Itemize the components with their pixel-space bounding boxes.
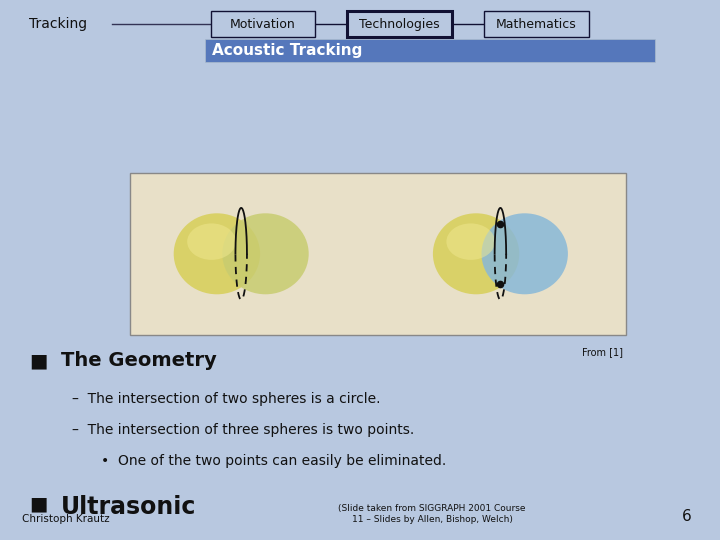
Ellipse shape: [482, 213, 568, 294]
Ellipse shape: [222, 213, 309, 294]
Text: Technologies: Technologies: [359, 18, 440, 31]
Ellipse shape: [174, 213, 260, 294]
Text: Ultrasonic: Ultrasonic: [61, 495, 197, 518]
Text: Tracking: Tracking: [29, 17, 87, 31]
Ellipse shape: [187, 224, 236, 260]
Bar: [205, 39, 655, 62]
Text: •  One of the two points can easily be eliminated.: • One of the two points can easily be el…: [101, 454, 446, 468]
Text: Mathematics: Mathematics: [496, 18, 577, 31]
Bar: [130, 173, 626, 335]
Ellipse shape: [446, 224, 495, 260]
Ellipse shape: [433, 213, 519, 294]
Text: ■: ■: [29, 495, 48, 514]
Bar: [348, 11, 452, 37]
Text: 6: 6: [681, 509, 691, 524]
Text: Motivation: Motivation: [230, 18, 296, 31]
Text: Acoustic Tracking: Acoustic Tracking: [212, 43, 363, 58]
Text: Christoph Krautz: Christoph Krautz: [22, 514, 109, 524]
Text: (Slide taken from SIGGRAPH 2001 Course
11 – Slides by Allen, Bishop, Welch): (Slide taken from SIGGRAPH 2001 Course 1…: [338, 504, 526, 524]
Bar: [484, 11, 589, 37]
Text: The Geometry: The Geometry: [61, 351, 217, 370]
Text: –  The intersection of three spheres is two points.: – The intersection of three spheres is t…: [72, 423, 414, 437]
Text: ■: ■: [29, 351, 48, 370]
Text: –  The intersection of two spheres is a circle.: – The intersection of two spheres is a c…: [72, 392, 380, 406]
Bar: [210, 11, 315, 37]
Text: From [1]: From [1]: [582, 347, 623, 357]
